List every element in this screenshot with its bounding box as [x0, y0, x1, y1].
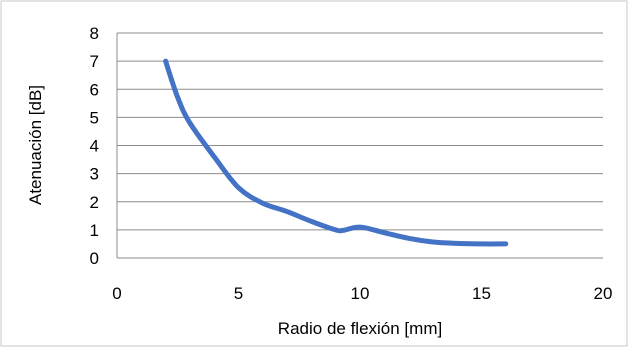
y-tick-label: 4 — [90, 137, 99, 156]
x-tick-labels: 0 5 10 15 20 — [112, 284, 612, 303]
series-group — [163, 58, 509, 247]
y-tick-label: 5 — [90, 108, 99, 127]
y-tick-label: 1 — [90, 221, 99, 240]
x-tick-label: 5 — [234, 284, 243, 303]
y-tick-labels: 0 1 2 3 4 5 6 7 8 — [90, 24, 99, 268]
y-tick-label: 7 — [90, 52, 99, 71]
x-tick-label: 20 — [594, 284, 613, 303]
y-tick-label: 6 — [90, 80, 99, 99]
gridlines — [117, 32, 603, 259]
series-line-0 — [163, 58, 509, 247]
x-tick-label: 10 — [351, 284, 370, 303]
y-tick-label: 0 — [90, 249, 99, 268]
x-axis-label: Radio de flexión [mm] — [278, 319, 442, 338]
y-tick-label: 8 — [90, 24, 99, 43]
x-tick-label: 15 — [472, 284, 491, 303]
x-tick-label: 0 — [112, 284, 121, 303]
y-tick-label: 3 — [90, 165, 99, 184]
y-tick-label: 2 — [90, 193, 99, 212]
y-axis-label: Atenuación [dB] — [26, 85, 45, 205]
